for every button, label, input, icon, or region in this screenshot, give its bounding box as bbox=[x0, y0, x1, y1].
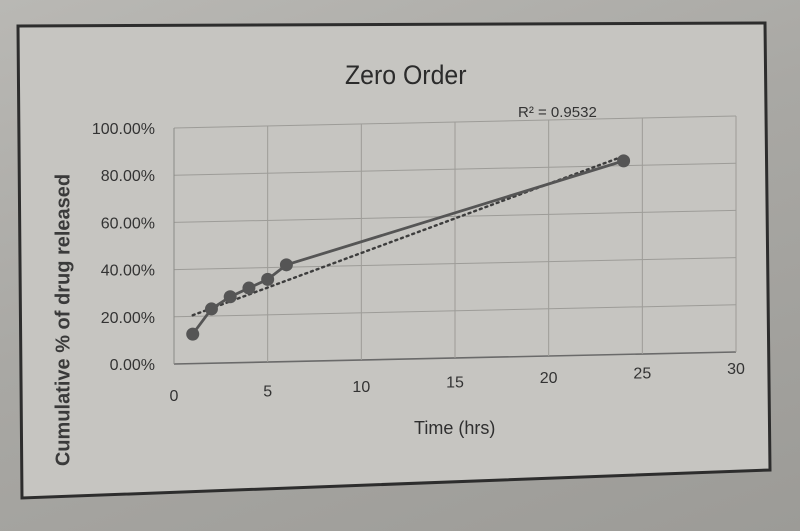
trendline bbox=[191, 154, 625, 317]
r-squared-label: R² = 0.9532 bbox=[518, 104, 597, 121]
x-tick-label: 30 bbox=[727, 361, 745, 378]
grid-lines bbox=[173, 115, 737, 365]
data-point bbox=[186, 327, 200, 341]
x-tick-label: 20 bbox=[540, 370, 558, 387]
series-layer bbox=[186, 154, 631, 341]
x-tick-label: 10 bbox=[352, 379, 370, 396]
x-tick-labels: 0 5 10 15 20 25 30 bbox=[170, 361, 745, 405]
y-tick-labels: 0.00% 20.00% 40.00% 60.00% 80.00% 100.00% bbox=[92, 121, 155, 374]
x-tick-label: 0 bbox=[170, 388, 179, 405]
data-point bbox=[242, 281, 256, 295]
y-tick-label: 60.00% bbox=[101, 215, 155, 232]
chart-title: Zero Order bbox=[345, 60, 467, 90]
x-axis-title: Time (hrs) bbox=[414, 418, 496, 438]
x-tick-label: 25 bbox=[633, 366, 651, 383]
x-tick-label: 5 bbox=[263, 384, 272, 401]
data-point bbox=[204, 302, 218, 316]
chart-border bbox=[16, 21, 772, 500]
y-tick-label: 80.00% bbox=[101, 168, 155, 185]
data-point bbox=[279, 258, 293, 272]
x-tick-label: 15 bbox=[446, 375, 464, 392]
y-tick-label: 40.00% bbox=[101, 263, 155, 280]
data-point bbox=[223, 290, 237, 304]
trendline-layer bbox=[191, 154, 625, 317]
y-tick-label: 100.00% bbox=[92, 121, 155, 138]
data-point bbox=[617, 154, 631, 168]
y-tick-label: 0.00% bbox=[110, 357, 155, 374]
y-axis-title: Cumulative % of drug released bbox=[52, 173, 75, 467]
y-tick-label: 20.00% bbox=[101, 310, 155, 327]
data-point bbox=[261, 272, 275, 286]
